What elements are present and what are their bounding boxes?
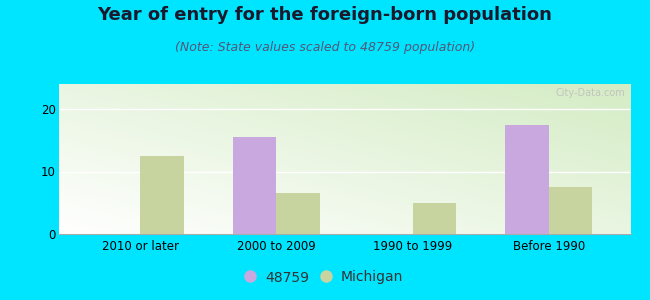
Bar [505,124,549,234]
Bar [413,203,456,234]
Text: City-Data.com: City-Data.com [555,88,625,98]
Bar [140,156,184,234]
Text: Year of entry for the foreign-born population: Year of entry for the foreign-born popul… [98,6,552,24]
Bar [276,194,320,234]
Legend: 48759, Michigan: 48759, Michigan [241,265,409,290]
Bar [233,137,276,234]
Text: (Note: State values scaled to 48759 population): (Note: State values scaled to 48759 popu… [175,40,475,53]
Bar [549,187,592,234]
